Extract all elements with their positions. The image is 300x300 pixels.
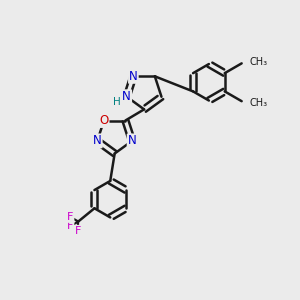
Text: F: F xyxy=(67,212,74,222)
Text: O: O xyxy=(99,114,109,127)
Text: N: N xyxy=(122,90,131,103)
Text: CH₃: CH₃ xyxy=(250,57,268,67)
Text: N: N xyxy=(128,134,136,147)
Text: N: N xyxy=(129,70,138,83)
Text: F: F xyxy=(67,221,74,231)
Text: F: F xyxy=(75,226,81,236)
Text: H: H xyxy=(113,97,121,107)
Text: N: N xyxy=(93,134,102,147)
Text: CH₃: CH₃ xyxy=(250,98,268,108)
